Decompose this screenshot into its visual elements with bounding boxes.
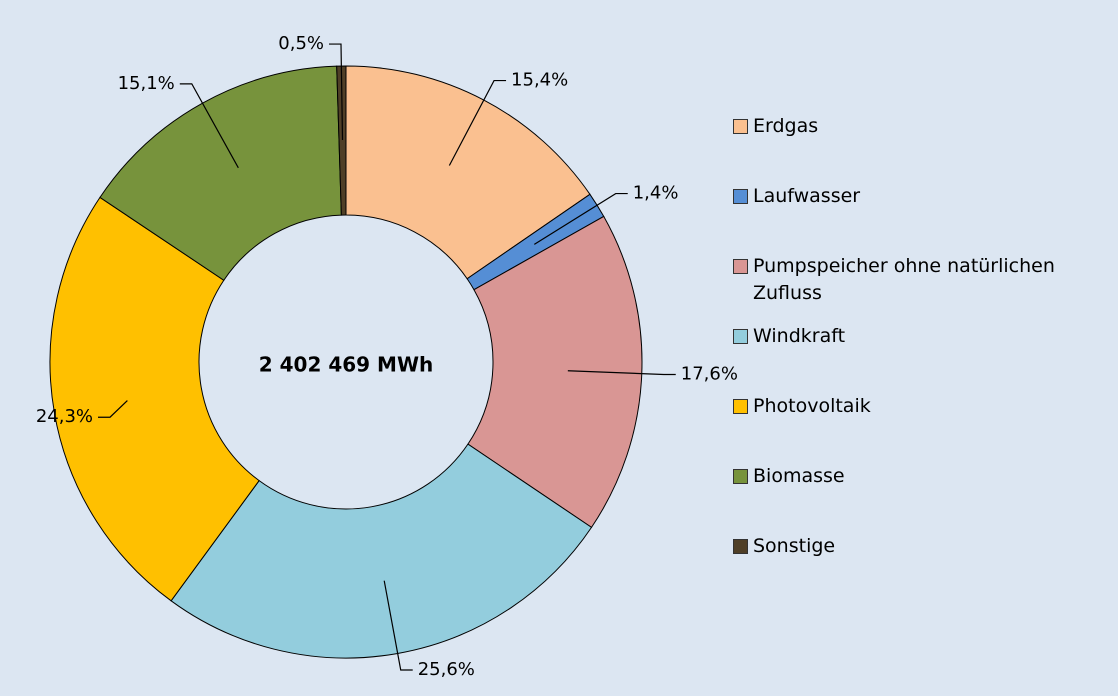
data-label: 17,6% (681, 363, 738, 384)
leader-line (448, 79, 507, 166)
slice (345, 65, 591, 280)
legend-label: Windkraft (753, 325, 846, 347)
data-label: 1,4% (633, 183, 679, 204)
leader-line (98, 400, 128, 418)
legend-label: Pumpspeicher ohne natürlichen Zufluss (753, 255, 1055, 304)
legend-item: Laufwasser (733, 183, 1113, 253)
data-label: 24,3% (36, 406, 93, 427)
slices (49, 65, 643, 659)
data-label: 0,5% (278, 33, 324, 54)
legend-swatch (733, 329, 748, 344)
leader-line (383, 580, 413, 671)
legend-item: Biomasse (733, 463, 1113, 533)
leader-line (179, 83, 239, 169)
legend-item: Erdgas (733, 113, 1113, 183)
leader-line (567, 370, 676, 376)
legend-item: Photovoltaik (733, 393, 1113, 463)
legend-item: Pumpspeicher ohne natürlichen Zufluss (733, 253, 1113, 323)
legend-item: Windkraft (733, 323, 1113, 393)
legend-swatch (733, 259, 748, 274)
legend-item: Sonstige (733, 533, 1113, 603)
data-label: 15,4% (511, 70, 568, 91)
slice (49, 196, 260, 602)
data-label: 15,1% (118, 73, 175, 94)
center-label: 2 402 469 MWh (259, 353, 434, 377)
legend-label: Biomasse (753, 465, 845, 487)
labels: 15,4% 1,4% 17,6% 25,6% 24,3% 15,1% 0,5% (36, 33, 738, 680)
legend-label: Laufwasser (753, 185, 861, 207)
legend-swatch (733, 189, 748, 204)
slice (99, 65, 342, 281)
leader-line (533, 192, 628, 245)
legend: Erdgas Laufwasser Pumpspeicher ohne natürl… (733, 113, 1113, 603)
legend-label: Photovoltaik (753, 395, 871, 417)
leader-line (329, 43, 344, 141)
legend-swatch (733, 469, 748, 484)
legend-swatch (733, 399, 748, 414)
legend-swatch (733, 539, 748, 554)
legend-label: Sonstige (753, 535, 836, 557)
data-label: 25,6% (418, 659, 475, 680)
slice (467, 215, 643, 529)
legend-label: Erdgas (753, 115, 819, 137)
legend-swatch (733, 119, 748, 134)
slice (170, 443, 593, 659)
slice (336, 65, 347, 216)
